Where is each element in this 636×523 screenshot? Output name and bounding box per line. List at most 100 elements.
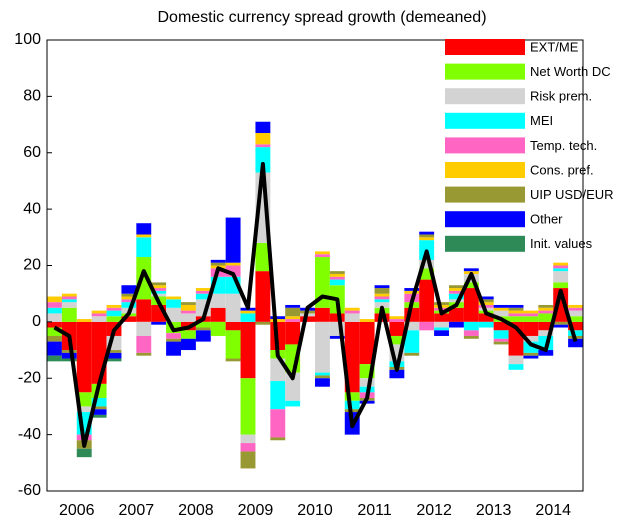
- bar-segment: [523, 352, 539, 356]
- bar-segment: [61, 296, 77, 300]
- legend-swatch: [445, 112, 525, 129]
- bar-segment: [270, 319, 286, 322]
- bar-segment: [225, 265, 241, 277]
- bar-segment: [166, 307, 181, 322]
- chart-title: Domestic currency spread growth (demeane…: [157, 9, 486, 26]
- bar-segment: [493, 330, 509, 339]
- bar-segment: [553, 321, 569, 325]
- bar-segment: [91, 397, 107, 407]
- bar-segment: [404, 352, 420, 356]
- bar-segment: [508, 313, 524, 317]
- bar-segment: [76, 448, 92, 458]
- bar-segment: [538, 313, 554, 322]
- bar-segment: [61, 299, 77, 303]
- x-tick-label: 2014: [535, 502, 571, 519]
- bar-segment: [151, 293, 167, 297]
- bar-segment: [195, 288, 211, 291]
- bar-segment: [240, 321, 256, 379]
- bar-segment: [181, 330, 196, 339]
- bar-segment: [225, 217, 241, 263]
- bar-segment: [315, 307, 330, 322]
- bar-segment: [166, 299, 181, 308]
- bar-segment: [434, 313, 449, 322]
- bar-segment: [285, 304, 301, 308]
- bar-segment: [47, 302, 62, 308]
- bar-segment: [389, 316, 405, 320]
- bar-segment: [240, 451, 256, 469]
- bar-segment: [106, 316, 122, 322]
- bar-segment: [210, 307, 226, 322]
- bar-segment: [404, 288, 420, 291]
- bar-segment: [195, 293, 211, 300]
- bar-segment: [449, 285, 464, 289]
- bar-segment: [240, 313, 256, 322]
- bar-segment: [329, 276, 345, 280]
- bar-segment: [76, 392, 92, 407]
- bar-segment: [329, 279, 345, 286]
- x-tick-label: 2007: [119, 502, 155, 519]
- bar-segment: [285, 316, 301, 320]
- bar-segment: [463, 335, 479, 339]
- bar-segment: [508, 355, 524, 365]
- bar-segment: [61, 350, 77, 353]
- bar-segment: [151, 288, 167, 291]
- bar-segment: [553, 262, 569, 266]
- bar-segment: [508, 310, 524, 314]
- bar-segment: [568, 310, 583, 317]
- bar-segment: [225, 358, 241, 362]
- bar-segment: [240, 378, 256, 435]
- bar-segment: [568, 316, 583, 322]
- bar-segment: [181, 310, 196, 314]
- bar-segment: [478, 321, 494, 328]
- bar-segment: [404, 321, 420, 331]
- bar-segment: [478, 302, 494, 305]
- bar-segment: [553, 324, 569, 328]
- bar-segment: [463, 330, 479, 336]
- bar-segment: [91, 409, 107, 415]
- bar-segment: [329, 273, 345, 277]
- bar-segment: [329, 313, 345, 322]
- bar-segment: [478, 296, 494, 300]
- bar-segment: [419, 321, 435, 331]
- bar-segment: [538, 350, 554, 356]
- bar-segment: [136, 257, 152, 300]
- bar-segment: [449, 321, 464, 328]
- bar-segment: [181, 302, 196, 305]
- bar-segment: [419, 279, 435, 322]
- x-tick-label: 2012: [416, 502, 452, 519]
- bar-segment: [568, 330, 583, 336]
- bar-segment: [389, 321, 405, 336]
- bar-segment: [449, 307, 464, 322]
- bar-segment: [195, 330, 211, 342]
- legend-swatch: [445, 162, 525, 178]
- bar-segment: [91, 406, 107, 410]
- bar-segment: [106, 358, 122, 362]
- bar-segment: [315, 378, 330, 387]
- bar-segment: [106, 310, 122, 317]
- bar-segment: [419, 231, 435, 235]
- bar-segment: [91, 414, 107, 418]
- bar-segment: [434, 330, 449, 336]
- bar-segment: [463, 282, 479, 289]
- bar-segment: [47, 321, 62, 328]
- bar-segment: [61, 302, 77, 308]
- bar-segment: [210, 321, 226, 336]
- legend-label: Init. values: [530, 236, 593, 251]
- bar-segment: [61, 352, 77, 359]
- bar-segment: [76, 321, 92, 393]
- bar-segment: [166, 341, 181, 356]
- bar-segment: [553, 271, 569, 283]
- bar-segment: [315, 257, 330, 308]
- bar-segment: [151, 321, 167, 325]
- bar-segment: [553, 268, 569, 272]
- legend-swatch: [445, 186, 525, 203]
- bar-segment: [136, 223, 152, 235]
- legend-label: Other: [530, 212, 563, 227]
- bar-segment: [508, 364, 524, 370]
- bar-segment: [523, 335, 539, 342]
- bar-segment: [255, 144, 271, 148]
- bar-segment: [181, 338, 196, 351]
- y-tick-label: 20: [23, 257, 41, 274]
- bar-segment: [210, 293, 226, 308]
- bar-segment: [285, 319, 301, 322]
